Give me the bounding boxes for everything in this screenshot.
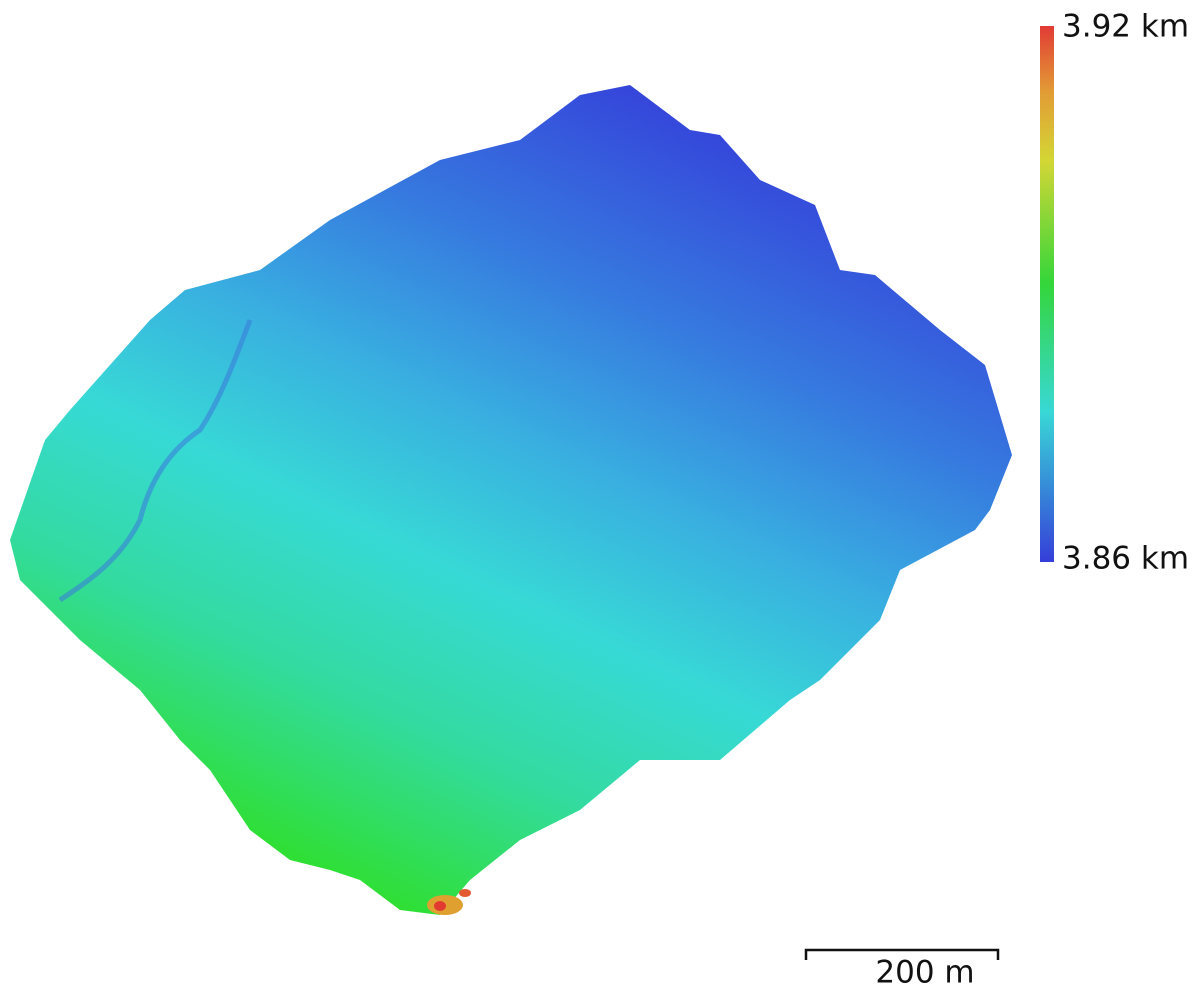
legend-max: 3.92 km [1062, 9, 1189, 45]
high-spot [459, 889, 471, 897]
legend-min: 3.86 km [1062, 541, 1189, 577]
scale-label: 200 m [875, 955, 974, 991]
high-spot [434, 901, 446, 911]
scale-bar [804, 948, 1000, 960]
river [58, 319, 253, 603]
elevation-surface [10, 85, 1012, 915]
color-bar [1040, 26, 1054, 562]
